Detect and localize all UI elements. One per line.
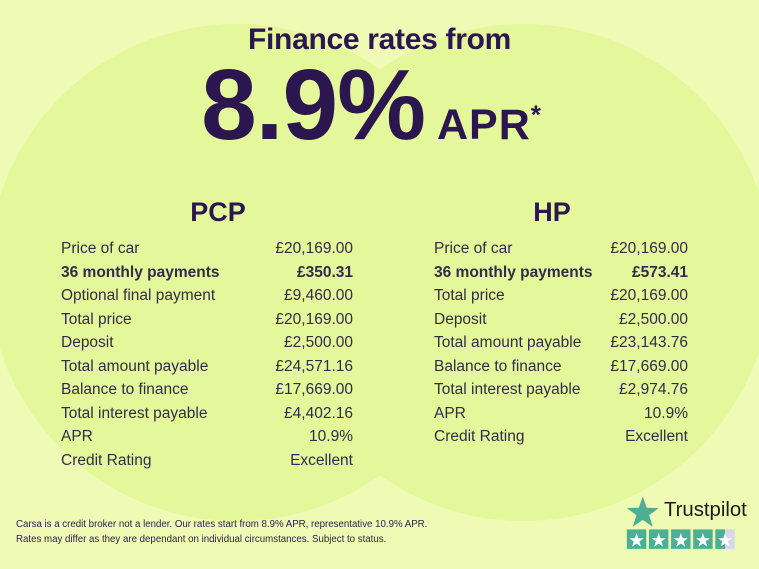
svg-text:Trustpilot: Trustpilot	[664, 499, 747, 521]
